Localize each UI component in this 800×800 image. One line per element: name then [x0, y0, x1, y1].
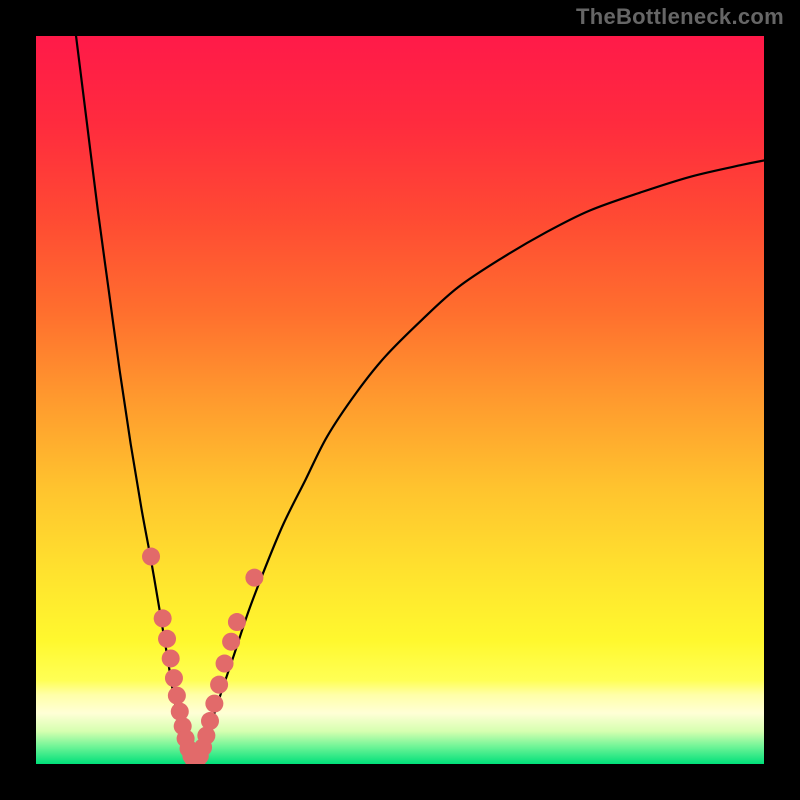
watermark-text: TheBottleneck.com: [576, 4, 784, 30]
gradient-background: [36, 36, 764, 764]
curve-marker: [165, 669, 183, 687]
curve-marker: [245, 569, 263, 587]
curve-marker: [162, 649, 180, 667]
curve-marker: [210, 676, 228, 694]
curve-marker: [158, 630, 176, 648]
curve-marker: [154, 609, 172, 627]
curve-marker: [205, 695, 223, 713]
curve-marker: [168, 687, 186, 705]
curve-marker: [228, 613, 246, 631]
curve-marker: [142, 548, 160, 566]
curve-marker: [216, 655, 234, 673]
chart-canvas: [0, 0, 800, 800]
curve-marker: [201, 712, 219, 730]
curve-marker: [222, 633, 240, 651]
